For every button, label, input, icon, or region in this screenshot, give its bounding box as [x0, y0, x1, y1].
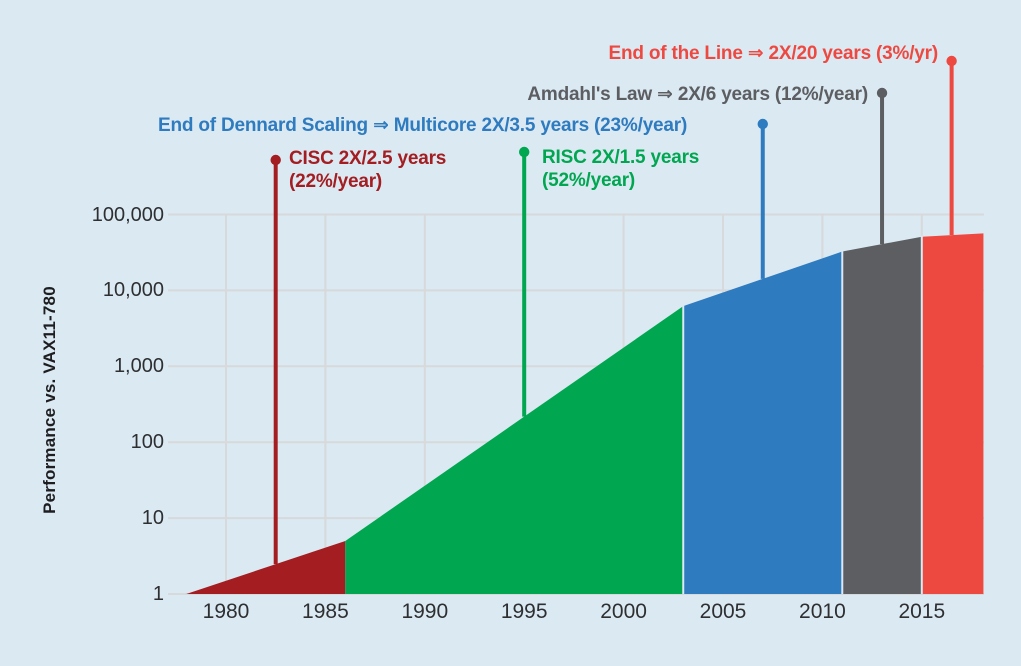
y-tick-label-10: 10	[141, 507, 164, 530]
pin-dot-risc	[519, 146, 530, 158]
x-tick-label-2000: 2000	[600, 600, 647, 623]
annotation-end-of-dennard-scaling: End of Dennard Scaling ⇒ Multicore 2X/3.…	[158, 115, 688, 136]
annotation-cisc-line2: (22%/year)	[289, 171, 383, 192]
y-tick-label-100: 100	[130, 431, 164, 454]
y-tick-label-10,000: 10,000	[102, 279, 164, 302]
x-tick-label-1980: 1980	[202, 600, 250, 623]
y-axis-title: Performance vs. VAX11-780	[40, 286, 59, 514]
x-tick-label-2010: 2010	[799, 600, 846, 623]
annotation-cisc: CISC 2X/2.5 years (22%/year)	[289, 147, 446, 193]
y-tick-label-1: 1	[152, 583, 164, 605]
pin-dot-dennard	[757, 118, 768, 130]
x-tick-label-1990: 1990	[401, 600, 449, 623]
annotation-risc: RISC 2X/1.5 years (52%/year)	[542, 146, 699, 192]
annotation-risc-line1: RISC 2X/1.5 years	[542, 147, 700, 168]
area-risc	[345, 306, 684, 594]
x-tick-label-2005: 2005	[699, 600, 747, 623]
area-cisc	[186, 540, 346, 594]
pin-dot-endline	[946, 55, 957, 67]
pin-dot-amdahl	[876, 87, 888, 99]
area-multicore	[683, 251, 843, 595]
x-tick-label-1995: 1995	[500, 600, 548, 623]
annotation-amdahls-law: Amdahl's Law ⇒ 2X/6 years (12%/year)	[527, 84, 868, 105]
annotation-end-of-the-line: End of the Line ⇒ 2X/20 years (3%/yr)	[608, 43, 938, 64]
x-tick-label-1985: 1985	[302, 600, 349, 623]
area-amdahl	[842, 236, 922, 594]
pin-dot-cisc	[270, 154, 281, 166]
y-tick-label-1,000: 1,000	[113, 355, 164, 378]
x-tick-label-2015: 2015	[898, 600, 946, 623]
annotation-risc-line2: (52%/year)	[542, 170, 636, 191]
annotation-cisc-line1: CISC 2X/2.5 years	[289, 148, 447, 169]
area-endline	[921, 233, 984, 594]
y-tick-label-100,000: 100,000	[91, 203, 164, 226]
